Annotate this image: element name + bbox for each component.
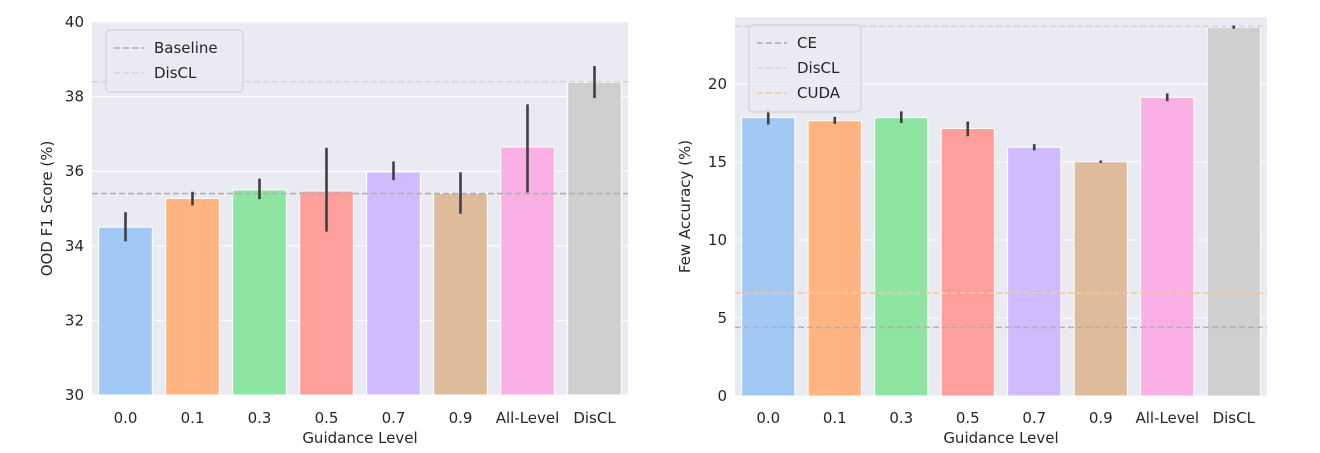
bar-0-1 (807, 120, 862, 397)
x-tick-label: DisCL (1213, 409, 1256, 427)
right-chart-panel: 0 5 10 15 20 0.0 0.1 0.3 0.5 0.7 0.9 All-Level DisCL… (676, 17, 1267, 447)
x-tick-label: DisCL (573, 409, 616, 427)
y-tick-label: 32 (65, 311, 84, 329)
x-tick-label: 0.0 (756, 409, 780, 427)
x-tick-label: 0.3 (889, 409, 913, 427)
bar-discl (567, 81, 622, 396)
y-tick-label: 38 (65, 88, 84, 106)
bar-0-3 (874, 117, 929, 397)
x-tick-label: 0.1 (823, 409, 847, 427)
x-tick-label: 0.5 (315, 409, 339, 427)
legend-box (105, 29, 244, 93)
bar-0-1 (165, 197, 220, 396)
x-tick-label: 0.7 (1022, 409, 1046, 427)
bar-0-9 (1073, 161, 1128, 397)
y-tick-label: 20 (708, 75, 727, 93)
legend-label-discl: DisCL (154, 64, 197, 82)
x-axis-label: Guidance Level (302, 429, 417, 447)
y-axis-label: OOD F1 Score (%) (38, 141, 56, 277)
bar-0-7 (366, 171, 421, 396)
bar-0-0 (741, 117, 796, 397)
x-tick-label: 0.7 (382, 409, 406, 427)
y-tick-label: 10 (708, 231, 727, 249)
legend-label-baseline: Baseline (154, 39, 218, 57)
bar-0-7 (1007, 146, 1062, 397)
bar-discl (1206, 26, 1261, 397)
x-tick-label: 0.9 (449, 409, 473, 427)
y-tick-label: 30 (65, 386, 84, 404)
y-tick-label: 34 (65, 237, 84, 255)
x-tick-label: All-Level (496, 409, 560, 427)
x-tick-label: 0.0 (114, 409, 138, 427)
y-tick-label: 15 (708, 153, 727, 171)
bar-all-level (1140, 96, 1195, 397)
x-tick-label: 0.5 (956, 409, 980, 427)
legend-label-cuda: CUDA (797, 84, 841, 102)
y-tick-label: 40 (65, 13, 84, 31)
x-tick-label: 0.9 (1089, 409, 1113, 427)
y-axis-label: Few Accuracy (%) (676, 140, 694, 273)
left-chart-panel: 30 32 34 36 38 40 0.0 0.1 0.3 0.5 0.7 0.9 All-Level D… (38, 13, 628, 447)
legend-label-discl: DisCL (797, 59, 840, 77)
bar-0-3 (232, 189, 287, 396)
x-tick-label: All-Level (1135, 409, 1199, 427)
bar-0-9 (433, 192, 488, 396)
bar-0-0 (98, 226, 153, 396)
x-axis-label: Guidance Level (943, 429, 1058, 447)
x-tick-label: 0.3 (248, 409, 272, 427)
y-tick-label: 0 (717, 387, 727, 405)
bar-0-5 (940, 128, 995, 397)
legend-box (748, 24, 862, 113)
y-tick-label: 36 (65, 162, 84, 180)
x-tick-label: 0.1 (181, 409, 205, 427)
legend-label-ce: CE (797, 34, 817, 52)
y-tick-label: 5 (717, 309, 727, 327)
